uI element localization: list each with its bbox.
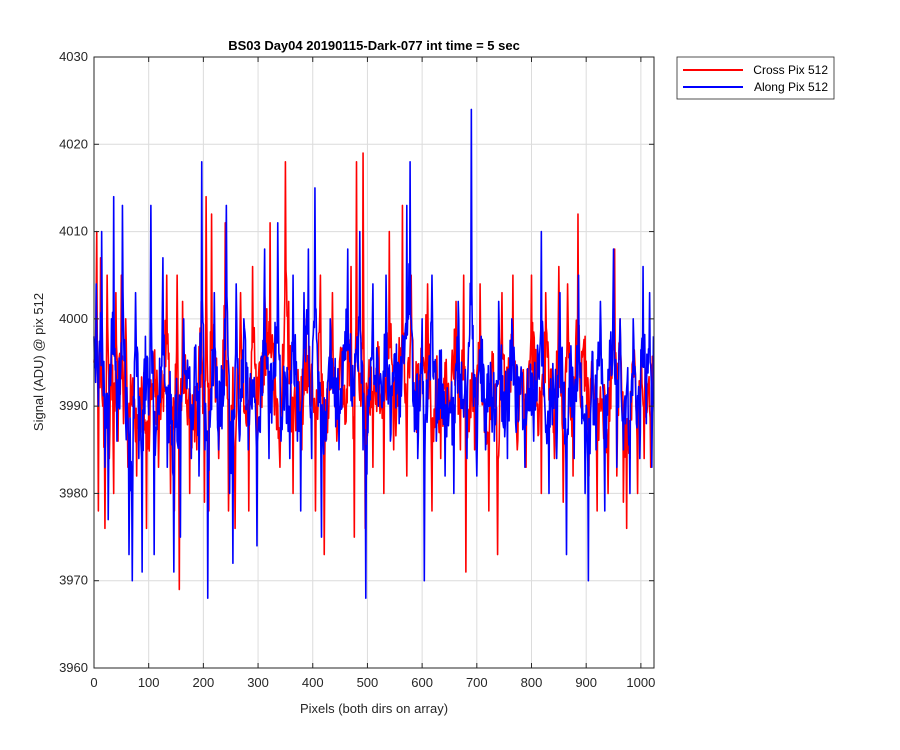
y-tick-label: 3980 — [59, 485, 88, 500]
plot-frame — [93, 56, 655, 669]
chart-title: BS03 Day04 20190115-Dark-077 int time = … — [228, 38, 520, 53]
axis-ticks: 0 100 200 300 400 500 600 700 800 900 1000 3960 3970… — [59, 49, 655, 690]
x-tick-label: 500 — [357, 675, 379, 690]
x-tick-label: 0 — [90, 675, 97, 690]
x-tick-label: 200 — [193, 675, 215, 690]
y-axis-label: Signal (ADU) @ pix 512 — [31, 293, 46, 431]
x-tick-label: 900 — [575, 675, 597, 690]
y-tick-label: 4030 — [59, 49, 88, 64]
series-line-1 — [93, 108, 655, 599]
legend-label-along-pix: Along Pix 512 — [754, 80, 828, 94]
y-tick-label: 4020 — [59, 136, 88, 151]
y-tick-label: 3960 — [59, 660, 88, 675]
legend: Cross Pix 512 Along Pix 512 — [676, 56, 835, 100]
x-tick-label: 300 — [247, 675, 269, 690]
x-tick-label: 800 — [521, 675, 543, 690]
y-tick-label: 4000 — [59, 311, 88, 326]
y-tick-label: 3970 — [59, 573, 88, 588]
legend-box — [676, 56, 835, 100]
x-tick-label: 700 — [466, 675, 488, 690]
legend-label-cross-pix: Cross Pix 512 — [753, 63, 828, 77]
y-tick-label: 4010 — [59, 224, 88, 239]
x-tick-label: 600 — [411, 675, 433, 690]
x-tick-label: 400 — [302, 675, 324, 690]
y-tick-label: 3990 — [59, 398, 88, 413]
x-axis-label: Pixels (both dirs on array) — [300, 701, 448, 716]
x-tick-label: 100 — [138, 675, 160, 690]
x-tick-label: 1000 — [626, 675, 655, 690]
plot-series — [93, 108, 655, 599]
